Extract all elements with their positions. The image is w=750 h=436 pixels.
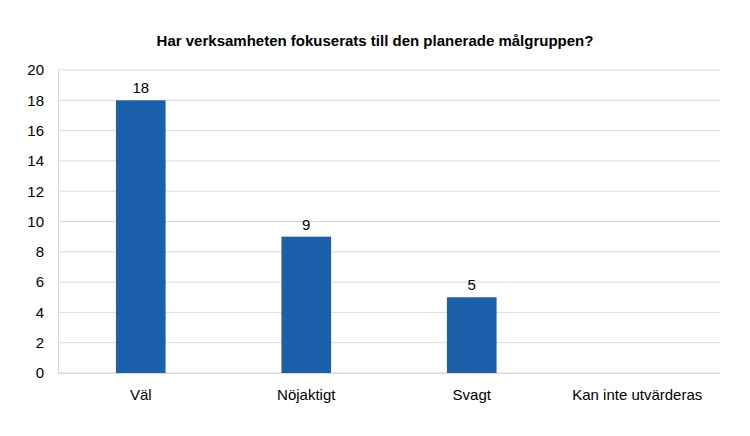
- y-tick-label: 4: [36, 304, 44, 321]
- x-tick: Kan inte utvärderas: [572, 373, 702, 403]
- data-labels: 1895: [132, 79, 476, 293]
- y-tick: 0: [36, 364, 58, 381]
- y-tick-label: 16: [27, 122, 44, 139]
- x-tick: Svagt: [453, 373, 492, 403]
- y-tick: 6: [36, 273, 58, 290]
- y-tick: 2: [36, 334, 58, 351]
- y-tick-label: 0: [36, 364, 44, 381]
- bar: [281, 237, 331, 373]
- y-tick: 16: [27, 122, 58, 139]
- x-tick: Nöjaktigt: [277, 373, 336, 403]
- y-tick-label: 18: [27, 92, 44, 109]
- grid-line: [58, 70, 720, 71]
- x-axis: Väl Nöjaktigt Svagt Kan inte utvärderas: [59, 373, 721, 403]
- bars: [116, 100, 497, 373]
- x-tick: Väl: [130, 373, 152, 403]
- y-axis-line: [58, 71, 59, 374]
- title: Har verksamheten fokuserats till den pla…: [157, 32, 594, 49]
- chart: Har verksamheten fokuserats till den pla…: [0, 0, 750, 436]
- data-label: 18: [132, 79, 149, 96]
- y-tick-label: 14: [27, 152, 44, 169]
- x-tick-label: Väl: [130, 386, 152, 403]
- y-tick: 14: [27, 152, 58, 169]
- y-axis: 0 2 4 6 8 10 12 14 16 18 20: [27, 61, 58, 381]
- y-tick-label: 20: [27, 61, 44, 78]
- x-tick-label: Kan inte utvärderas: [572, 386, 702, 403]
- grid: [58, 70, 720, 373]
- x-tick-label: Nöjaktigt: [277, 386, 336, 403]
- bar: [116, 100, 166, 373]
- y-tick-label: 8: [36, 243, 44, 260]
- y-tick-label: 6: [36, 273, 44, 290]
- y-tick: 20: [27, 61, 58, 78]
- x-tick-label: Svagt: [453, 386, 492, 403]
- y-tick: 10: [27, 213, 58, 230]
- bar: [447, 297, 497, 373]
- data-label: 9: [302, 216, 310, 233]
- y-tick-label: 12: [27, 183, 44, 200]
- x-axis-line: [59, 373, 721, 374]
- y-tick-label: 2: [36, 334, 44, 351]
- y-tick: 12: [27, 183, 58, 200]
- y-tick: 18: [27, 92, 58, 109]
- y-tick-label: 10: [27, 213, 44, 230]
- y-tick: 4: [36, 304, 58, 321]
- data-label: 5: [468, 276, 476, 293]
- plot: 0 2 4 6 8 10 12 14 16 18 20 Väl Nöjaktigt Svagt Kan in…: [27, 61, 720, 402]
- y-tick: 8: [36, 243, 58, 260]
